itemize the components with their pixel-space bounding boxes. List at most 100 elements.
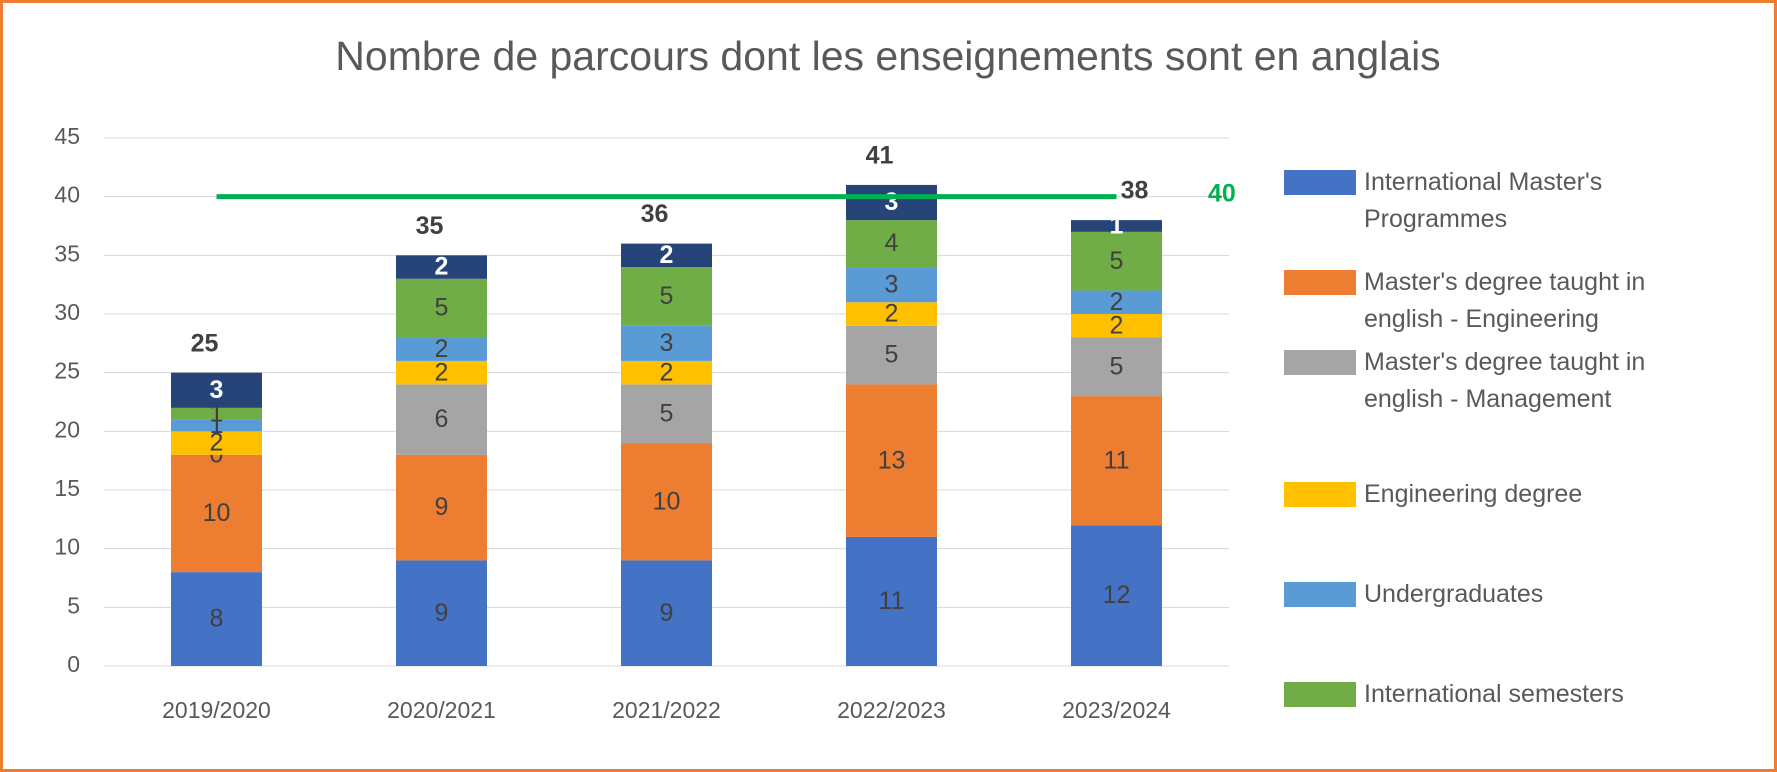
data-label: 5: [1110, 247, 1124, 275]
data-label: 3: [885, 188, 899, 216]
legend-item: Master's degree taught in english - Engi…: [1284, 268, 1664, 338]
bar-segment: [846, 536, 937, 666]
total-label: 36: [641, 200, 669, 228]
bar-segment: [846, 325, 937, 385]
target-label: 40: [1208, 179, 1236, 207]
y-tick-label: 45: [54, 123, 80, 149]
data-label: 5: [885, 341, 899, 369]
legend-label: Undergraduates: [1364, 580, 1544, 608]
chart-title: Nombre de parcours dont les enseignement…: [335, 33, 1440, 79]
data-label: 5: [1110, 352, 1124, 380]
y-tick-label: 20: [54, 416, 80, 442]
legend-label: Engineering degree: [1364, 480, 1583, 508]
bar-segment: [1071, 337, 1162, 397]
data-label: 4: [885, 229, 899, 257]
bar-segment: [1071, 314, 1162, 338]
legend-swatch: [1284, 582, 1356, 607]
data-label: 9: [660, 599, 674, 627]
y-tick-label: 25: [54, 358, 80, 384]
data-label: 10: [653, 487, 681, 515]
bar-segment: [171, 572, 262, 666]
bar-segment: [621, 443, 712, 561]
bar-segment: [621, 360, 712, 385]
legend-swatch: [1284, 482, 1356, 507]
bar-segment: [846, 184, 937, 221]
y-tick-label: 10: [54, 534, 80, 560]
bar-segment: [1071, 290, 1162, 314]
y-tick-label: 30: [54, 299, 80, 325]
legend-swatch: [1284, 682, 1356, 707]
y-tick-label: 40: [54, 182, 80, 208]
total-label: 35: [416, 212, 444, 240]
bar-segment: [621, 243, 712, 268]
legend-label: International Master's Programmes: [1364, 168, 1603, 233]
bar-segment: [846, 220, 937, 268]
y-tick-label: 15: [54, 475, 80, 501]
bar-segment: [1071, 220, 1162, 232]
bar-segment: [396, 278, 487, 338]
total-label: 41: [866, 142, 894, 170]
data-label: 5: [660, 282, 674, 310]
data-label: 13: [878, 446, 906, 474]
legend-item: International Master's Programmes: [1284, 168, 1664, 238]
data-label: 3: [885, 270, 899, 298]
x-tick-label: 2019/2020: [162, 697, 271, 723]
bar-segment: [396, 360, 487, 385]
bar-segment: [396, 384, 487, 455]
total-label: 25: [191, 329, 219, 357]
legend-item: Undergraduates: [1284, 580, 1664, 613]
bar-segment: [621, 267, 712, 326]
y-tick-label: 0: [67, 651, 80, 677]
data-label: 10: [203, 499, 231, 527]
legend-swatch: [1284, 170, 1356, 195]
bar-segment: [846, 384, 937, 537]
x-tick-label: 2022/2023: [837, 697, 946, 723]
data-label: 5: [660, 399, 674, 427]
bar-segment: [846, 267, 937, 303]
legend-label: Master's degree taught in english - Mana…: [1364, 348, 1646, 413]
bar-segment: [1071, 396, 1162, 526]
data-label: 9: [435, 599, 449, 627]
bar-segment: [171, 419, 262, 432]
x-tick-label: 2021/2022: [612, 697, 721, 723]
legend-label: International semesters: [1364, 680, 1624, 708]
data-label: 2: [885, 300, 899, 328]
data-label: 11: [879, 587, 905, 615]
data-label: 3: [210, 376, 224, 404]
data-label: 12: [1103, 581, 1131, 609]
bar-segment: [621, 325, 712, 361]
data-label: 11: [1104, 446, 1130, 474]
data-label: 2: [660, 358, 674, 386]
data-label: 2: [435, 253, 449, 281]
data-label: 2: [660, 241, 674, 269]
data-label: 3: [660, 329, 674, 357]
bar-segment: [396, 454, 487, 561]
legend-item: Master's degree taught in english - Mana…: [1284, 348, 1664, 418]
data-label: 6: [435, 405, 449, 433]
bar-segment: [846, 302, 937, 326]
bar-segment: [396, 560, 487, 666]
y-tick-label: 35: [54, 240, 80, 266]
bar-segment: [171, 454, 262, 573]
bar-segment: [1071, 525, 1162, 666]
x-tick-label: 2023/2024: [1062, 697, 1171, 723]
total-label: 38: [1121, 177, 1149, 205]
bar-segment: [171, 431, 262, 455]
bar-segment: [171, 372, 262, 408]
bar-segment: [621, 384, 712, 444]
data-label: 8: [210, 605, 224, 633]
bar-segment: [396, 255, 487, 279]
legend-item: Engineering degree: [1284, 480, 1664, 513]
data-label: 5: [435, 294, 449, 322]
data-label: 2: [1110, 288, 1124, 316]
data-label: 2: [210, 429, 224, 457]
y-tick-label: 5: [67, 592, 80, 618]
legend-label: Master's degree taught in english - Engi…: [1364, 268, 1646, 333]
bar-segment: [171, 407, 262, 420]
bar-segment: [621, 560, 712, 666]
data-label: 9: [435, 493, 449, 521]
data-label: 2: [1110, 311, 1124, 339]
